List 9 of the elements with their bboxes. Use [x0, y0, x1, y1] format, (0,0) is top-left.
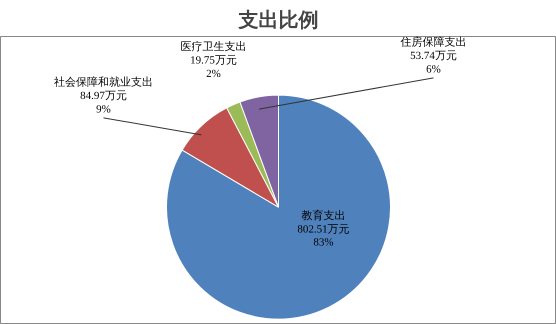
slice-label: 医疗卫生支出	[180, 40, 246, 54]
data-label: 84.97万元 9%	[80, 90, 127, 116]
data-label: 19.75万元 2%	[190, 54, 237, 80]
chart-title: 支出比例	[238, 8, 318, 32]
data-label: 53.74万元 6%	[410, 50, 457, 76]
data-label: 802.51万元 83%	[297, 223, 350, 249]
slice-label: 教育支出	[302, 209, 346, 222]
slice-label: 社会保障和就业支出	[54, 76, 153, 89]
slice-label: 住房保障支出	[400, 36, 466, 49]
